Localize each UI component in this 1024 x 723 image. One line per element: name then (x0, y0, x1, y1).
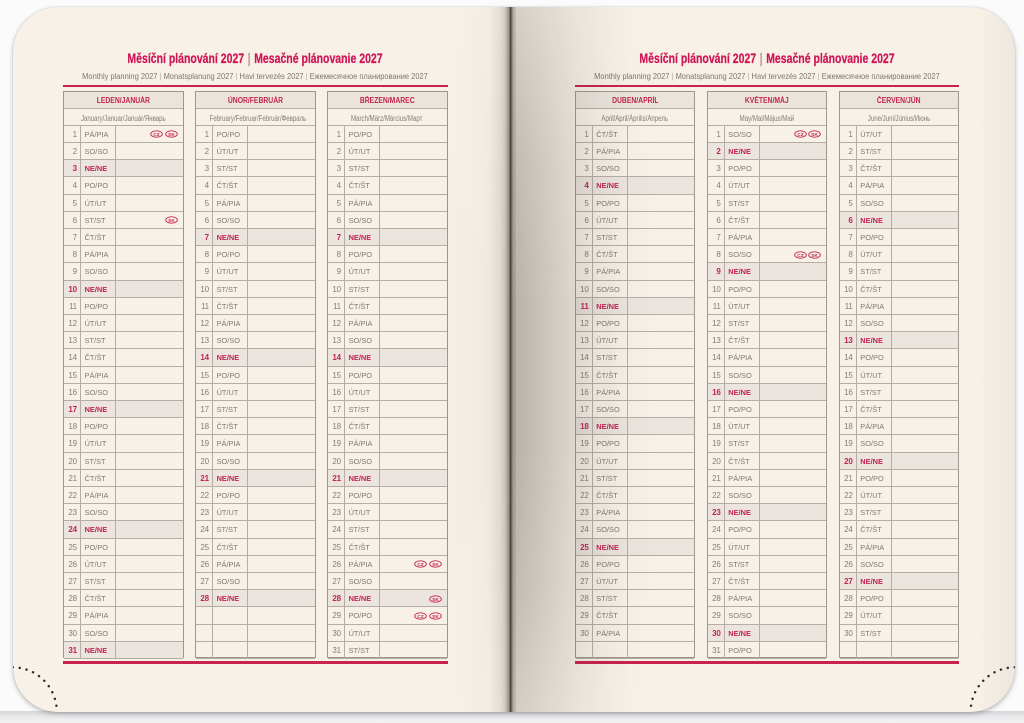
svg-text:SK: SK (168, 132, 175, 138)
svg-text:CZ: CZ (418, 562, 424, 568)
svg-text:SK: SK (811, 252, 818, 258)
svg-text:SK: SK (432, 596, 439, 602)
svg-text:CZ: CZ (154, 132, 160, 138)
svg-text:SK: SK (811, 132, 818, 138)
svg-text:CZ: CZ (797, 252, 803, 258)
svg-text:SK: SK (432, 562, 439, 568)
svg-text:SK: SK (432, 614, 439, 620)
svg-text:SK: SK (168, 218, 175, 224)
svg-text:CZ: CZ (797, 132, 803, 138)
svg-text:CZ: CZ (418, 614, 424, 620)
